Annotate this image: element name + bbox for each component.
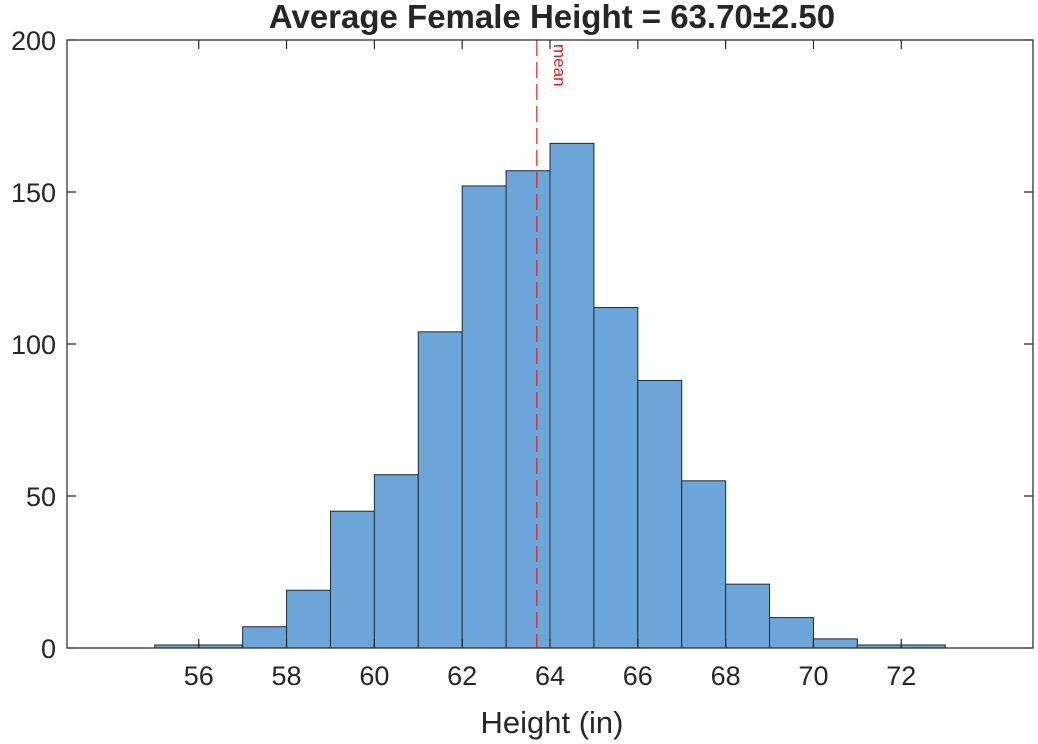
y-tick-label: 100 [11, 330, 56, 360]
x-tick-label: 72 [886, 661, 916, 691]
histogram-bar [505, 170, 551, 649]
histogram-bar [373, 474, 419, 649]
x-axis-label: Height (in) [481, 705, 624, 740]
histogram-bar [681, 480, 727, 649]
histogram-bar [286, 589, 331, 649]
histogram-bar [593, 307, 639, 649]
x-tick-label: 64 [535, 661, 565, 691]
x-tick-label: 70 [798, 661, 828, 691]
x-tick-label: 56 [184, 661, 214, 691]
histogram-bar [725, 583, 771, 649]
histogram-bar [769, 617, 814, 649]
x-tick-label: 60 [359, 661, 389, 691]
y-tick-label: 150 [11, 178, 56, 208]
y-tick-label: 50 [26, 482, 56, 512]
axes: 56 58 60 62 64 66 68 70 72 0 50 100 150 200 [11, 26, 1034, 691]
x-tick-label: 58 [272, 661, 302, 691]
bar-group [154, 142, 946, 649]
chart-title: Average Female Height = 63.70±2.50 [269, 0, 835, 35]
histogram-bar [549, 142, 595, 649]
histogram-bar [417, 331, 463, 649]
mean-label: mean [550, 44, 569, 87]
x-tick-label: 62 [447, 661, 477, 691]
histogram-bar [637, 379, 683, 649]
histogram-bar [461, 185, 507, 649]
x-tick-label: 66 [623, 661, 653, 691]
histogram-bar [242, 626, 288, 649]
y-tick-label: 200 [11, 26, 56, 56]
x-tick-label: 68 [711, 661, 741, 691]
histogram-bar [812, 638, 858, 649]
histogram-bar [329, 510, 375, 649]
y-tick-label: 0 [41, 634, 56, 664]
mean-marker: mean [536, 40, 569, 648]
